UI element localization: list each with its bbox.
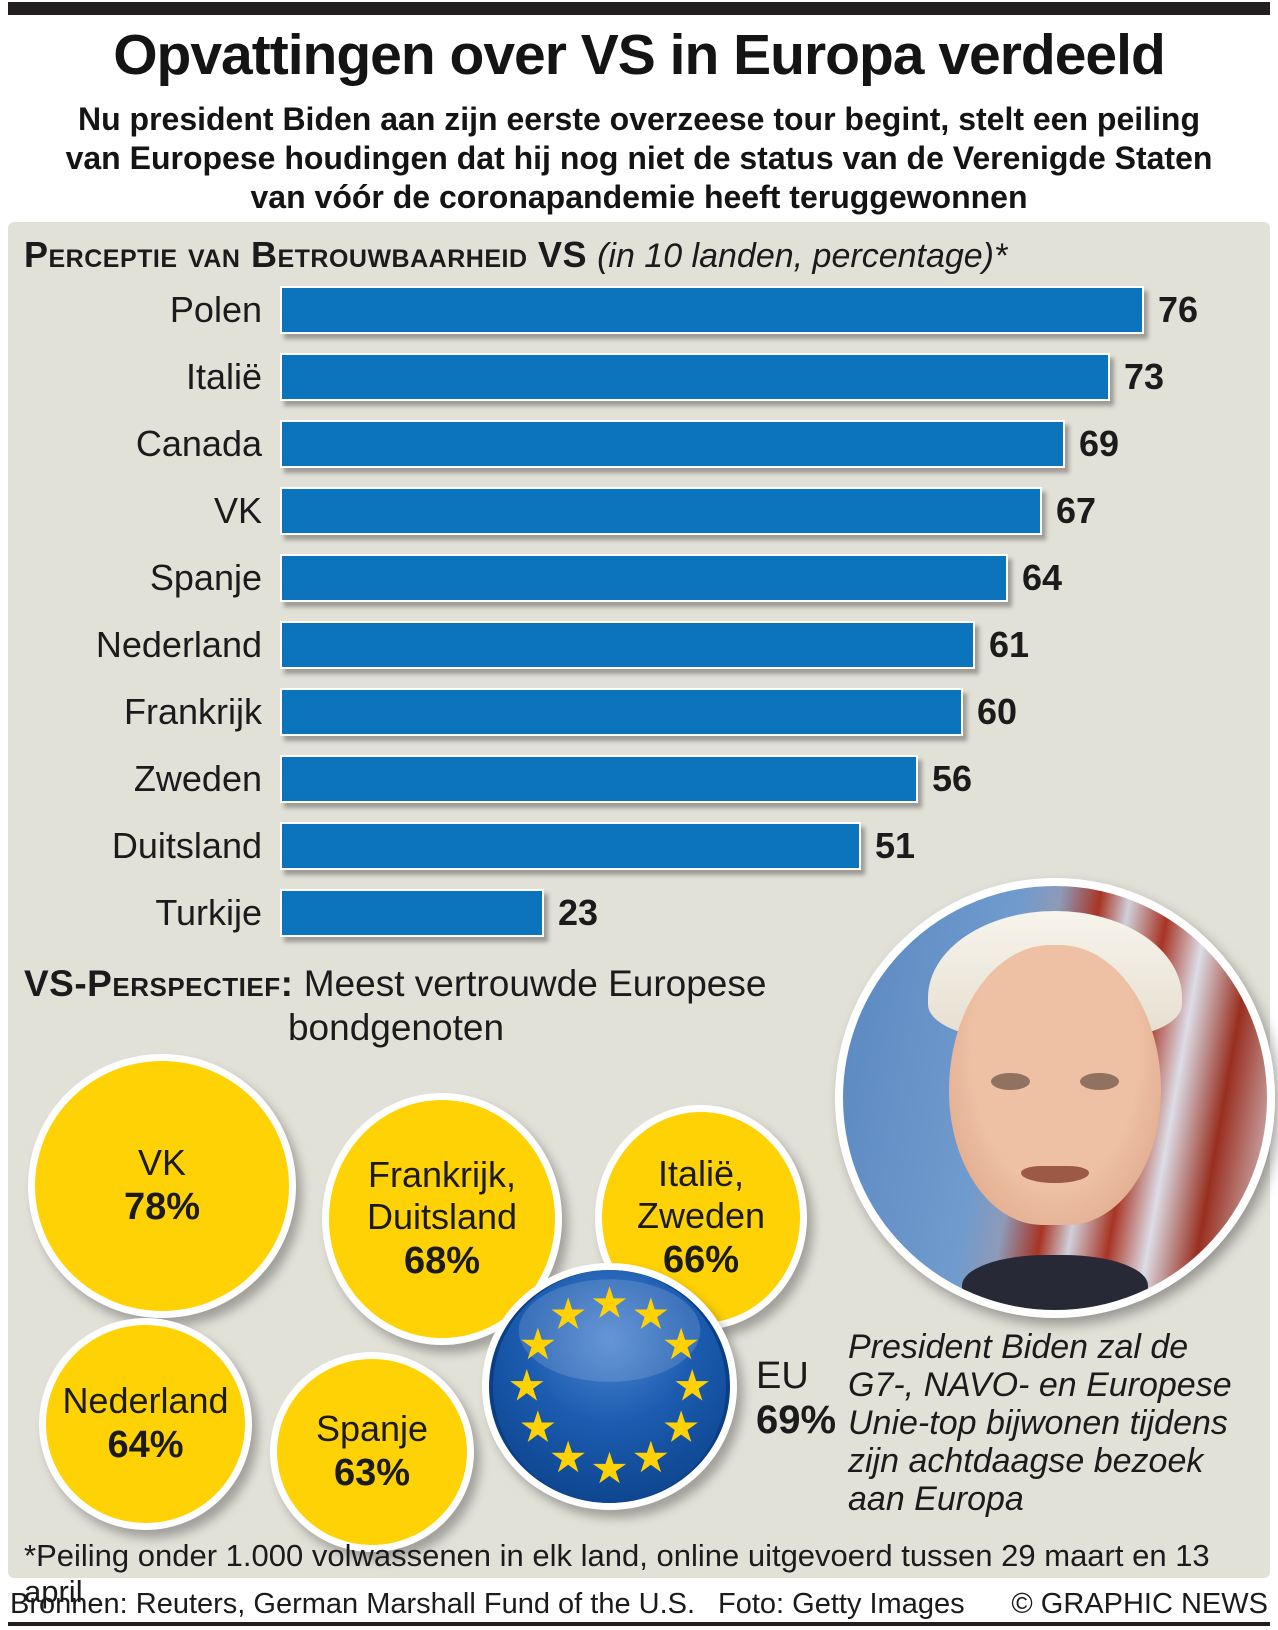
bar-label: Polen xyxy=(169,288,262,330)
bar-value: 56 xyxy=(932,757,973,799)
bar xyxy=(280,888,544,937)
bar xyxy=(280,285,1144,334)
bar xyxy=(280,821,861,870)
footer-copyright: © GRAPHIC NEWS xyxy=(1011,1588,1268,1620)
bar-label: Frankrijk xyxy=(123,690,262,732)
bar xyxy=(280,419,1065,468)
ally-bubble: VK 78% xyxy=(28,1054,296,1318)
ally-bubble: Nederland 64% xyxy=(39,1318,252,1530)
bar-value: 76 xyxy=(1158,288,1199,330)
biden-suit xyxy=(961,1254,1149,1310)
footer-sources: Bronnen: Reuters, German Marshall Fund o… xyxy=(10,1588,696,1620)
bar-label: Nederland xyxy=(95,623,262,665)
subtitle-line: van vóór de coronapandemie heeft terugge… xyxy=(250,179,1028,215)
bar-chart-row: Duitsland 51 xyxy=(8,812,1270,879)
bar-chart-row: Frankrijk 60 xyxy=(8,678,1270,745)
bubble-label: Italië, Zweden xyxy=(636,1152,766,1236)
bar-value: 51 xyxy=(875,824,916,866)
eu-label-text: EU xyxy=(756,1355,809,1397)
biden-face xyxy=(949,945,1161,1226)
bubble-value: 68% xyxy=(403,1240,481,1282)
bubble-value: 78% xyxy=(123,1186,201,1228)
bubble-value: 66% xyxy=(662,1238,740,1281)
bar-value: 69 xyxy=(1079,422,1120,464)
bar-value: 60 xyxy=(977,690,1018,732)
bar-value: 61 xyxy=(989,623,1030,665)
bar-chart-row: Turkije 23 xyxy=(8,879,1270,946)
bar-chart-row: VK 67 xyxy=(8,477,1270,544)
bar-label: Canada xyxy=(135,422,262,464)
bar-value: 67 xyxy=(1056,489,1097,531)
footnote: *Peiling onder 1.000 volwassenen in elk … xyxy=(24,1538,1210,1609)
eu-label: EU 69% xyxy=(756,1354,836,1442)
bar xyxy=(280,553,1008,602)
chart-title-text: Perceptie van Betrouwbaarheid VS xyxy=(24,234,588,275)
top-rule xyxy=(8,2,1270,15)
subtitle-line: Nu president Biden aan zijn eerste overz… xyxy=(77,101,1201,137)
bar-chart-row: Italië 73 xyxy=(8,343,1270,410)
bar-value: 64 xyxy=(1022,556,1063,598)
perspective-heading-line2: bondgenoten xyxy=(287,1007,505,1048)
page-subtitle: Nu president Biden aan zijn eerste overz… xyxy=(0,100,1278,217)
bar-chart-rows: Polen 76 Italië 73 Canada 69 VK 67 Spanj… xyxy=(8,276,1270,946)
bar-label: Duitsland xyxy=(111,824,262,866)
bar-label: VK xyxy=(213,489,262,531)
biden-photo xyxy=(835,878,1275,1318)
chart-panel: Perceptie van Betrouwbaarheid VS (in 10 … xyxy=(8,222,1275,1609)
bar-chart-row: Spanje 64 xyxy=(8,544,1270,611)
bar-chart-row: Zweden 56 xyxy=(8,745,1270,812)
bar-chart: Polen 76 Italië 73 Canada 69 VK 67 Spanj… xyxy=(8,276,1270,946)
bubble-label: VK xyxy=(137,1142,187,1183)
bubble-label: Nederland xyxy=(62,1380,229,1421)
bar xyxy=(280,754,918,803)
bubble-label: Frankrijk, Duitsland xyxy=(366,1154,518,1237)
bar xyxy=(280,687,963,736)
bar-label: Spanje xyxy=(149,556,262,598)
bar-chart-row: Polen 76 xyxy=(8,276,1270,343)
eu-label-value: 69% xyxy=(756,1398,837,1442)
subtitle-line: van Europese houdingen dat hij nog niet … xyxy=(65,140,1213,176)
bar-chart-row: Nederland 61 xyxy=(8,611,1270,678)
biden-mouth xyxy=(1021,1165,1089,1183)
footer-photo-credit: Foto: Getty Images xyxy=(718,1588,965,1620)
bubble-label: Spanje xyxy=(315,1408,429,1449)
bubble-value: 63% xyxy=(333,1452,411,1494)
ally-bubble: Spanje 63% xyxy=(270,1352,474,1552)
bar xyxy=(280,620,975,669)
page-title: Opvattingen over VS in Europa verdeeld xyxy=(113,23,1166,87)
bar-label: Zweden xyxy=(133,757,262,799)
bubble-value: 64% xyxy=(107,1424,184,1466)
biden-eye xyxy=(1080,1072,1119,1090)
bar-label: Italië xyxy=(185,355,262,397)
bar-label: Turkije xyxy=(155,891,262,933)
bottom-rule xyxy=(8,1622,1270,1626)
eu-flag-icon xyxy=(482,1263,737,1510)
bar xyxy=(280,486,1042,535)
bar-value: 23 xyxy=(558,891,599,933)
chart-title-note: (in 10 landen, percentage)* xyxy=(597,237,1008,275)
perspective-heading-line1: VS-Perspectief: Meest vertrouwde Europes… xyxy=(24,963,767,1004)
chart-title: Perceptie van Betrouwbaarheid VS (in 10 … xyxy=(24,234,1007,276)
eu-flag-stars xyxy=(510,1286,709,1484)
bar xyxy=(280,352,1110,401)
photo-caption: President Biden zal de G7-, NAVO- en Eur… xyxy=(848,1328,1232,1518)
bar-value: 73 xyxy=(1124,355,1165,397)
biden-eye xyxy=(991,1072,1030,1090)
bar-chart-row: Canada 69 xyxy=(8,410,1270,477)
perspective-heading: VS-Perspectief: Meest vertrouwde Europes… xyxy=(24,962,768,1050)
